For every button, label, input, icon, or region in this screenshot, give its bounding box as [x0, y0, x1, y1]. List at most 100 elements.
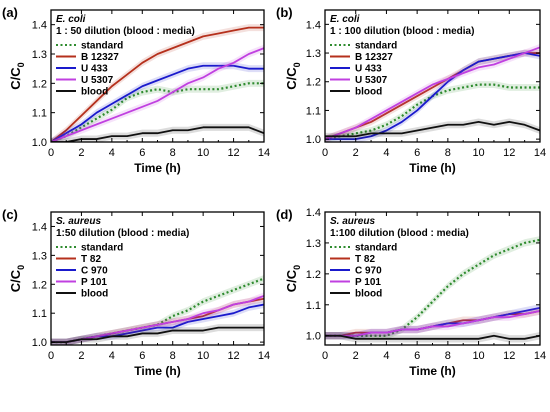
- x-tick-label: 14: [258, 147, 270, 159]
- x-tick-label: 2: [353, 350, 359, 362]
- y-axis-label-main: C/C: [8, 67, 23, 90]
- series-band-u-5307: [51, 44, 264, 142]
- panel-label: (d): [276, 207, 293, 222]
- y-tick-label: 1.1: [32, 308, 47, 320]
- series-line-u-433: [51, 64, 264, 142]
- y-tick-label: 1.4: [306, 207, 321, 219]
- legend-label: blood: [355, 289, 382, 300]
- y-tick-label: 1.1: [306, 300, 321, 312]
- panel-label: (b): [276, 5, 293, 20]
- organism-label: E. coli: [330, 14, 360, 25]
- legend-label: B 12327: [355, 52, 393, 63]
- y-tick-label: 1.0: [32, 337, 47, 349]
- y-tick-label: 1.1: [306, 105, 321, 117]
- legend-label: C 970: [355, 266, 382, 277]
- series-line-b-12327: [51, 26, 264, 142]
- legend-label: B 12327: [81, 52, 119, 63]
- x-tick-label: 8: [170, 147, 176, 159]
- y-tick-label: 1.4: [32, 221, 47, 233]
- series-band-standard: [51, 79, 264, 142]
- x-tick-label: 4: [383, 147, 389, 159]
- x-tick-label: 8: [445, 147, 451, 159]
- legend-label: U 433: [81, 64, 108, 75]
- y-tick-label: 1.3: [306, 48, 321, 60]
- y-tick-label: 1.3: [32, 49, 47, 61]
- series-line-blood: [325, 121, 540, 138]
- legend-label: standard: [355, 41, 397, 52]
- panel-c: (c) 0 2 4 6 8 10 12 14 1.0 1.1 1.2 1.3 1.4 Time (h) C/C…: [2, 207, 270, 378]
- series-band-c-970: [325, 304, 540, 340]
- condition-label: 1 : 100 dilution (blood : media): [330, 26, 474, 37]
- x-axis-label: Time (h): [134, 364, 180, 378]
- x-tick-label: 6: [414, 350, 420, 362]
- x-tick-label: 6: [414, 147, 420, 159]
- y-tick-label: 1.3: [306, 238, 321, 250]
- y-axis-label-main: C/C: [284, 269, 299, 292]
- y-tick-label: 1.1: [32, 108, 47, 120]
- series-band-standard: [51, 275, 264, 345]
- x-axis-label: Time (h): [409, 364, 455, 378]
- legend-label: standard: [81, 243, 123, 254]
- x-tick-label: 8: [170, 350, 176, 362]
- legend-label: U 5307: [355, 75, 388, 86]
- series-group: [325, 43, 540, 142]
- series-line-blood: [325, 334, 540, 340]
- x-tick-label: 12: [503, 350, 515, 362]
- y-axis-label-subscript: 0: [292, 265, 302, 270]
- x-tick-label: 14: [534, 147, 546, 159]
- x-tick-label: 12: [227, 350, 239, 362]
- x-axis-label: Time (h): [409, 161, 455, 175]
- series-group: [51, 275, 264, 345]
- legend-label: T 82: [355, 254, 375, 265]
- series-line-blood: [51, 126, 264, 142]
- y-tick-label: 1.0: [306, 134, 321, 146]
- legend-label: T 82: [81, 254, 101, 265]
- series-line-u-433: [325, 52, 540, 141]
- x-tick-label: 4: [109, 350, 115, 362]
- y-axis-label-main: C/C: [284, 67, 299, 90]
- x-tick-label: 4: [383, 350, 389, 362]
- y-tick-label: 1.3: [32, 250, 47, 262]
- series-band-b-12327: [325, 49, 540, 142]
- x-tick-label: 12: [503, 147, 515, 159]
- x-tick-label: 14: [534, 350, 546, 362]
- panel-b: (b) 0 2 4 6 8 10 12 14 1.0 1.1 1.2 1.3 1.4 Time (h) C/C…: [276, 5, 546, 175]
- y-axis-label-subscript: 0: [16, 62, 26, 67]
- x-tick-label: 4: [109, 147, 115, 159]
- condition-label: 1:50 dilution (blood : media): [56, 228, 189, 239]
- series-line-p-101: [325, 310, 540, 337]
- x-tick-label: 6: [139, 147, 145, 159]
- series-band-u-5307: [325, 43, 540, 142]
- x-tick-label: 10: [197, 350, 209, 362]
- organism-label: E. coli: [56, 14, 86, 25]
- series-band-p-101: [325, 307, 540, 340]
- y-axis-label: C/C0: [284, 265, 302, 292]
- series-band-blood: [325, 332, 540, 343]
- y-axis-label-subscript: 0: [292, 62, 302, 67]
- panel-a: (a) 0 2 4 6 8 10 12 14 1.0 1.1 1.2 1.3 1.4 Time (h) C/C…: [2, 5, 270, 175]
- y-tick-label: 1.2: [32, 78, 47, 90]
- x-tick-label: 2: [78, 350, 84, 362]
- y-tick-label: 1.2: [306, 269, 321, 281]
- series-line-standard: [325, 238, 540, 337]
- legend-label: blood: [81, 289, 108, 300]
- x-tick-label: 0: [48, 147, 54, 159]
- series-line-u-5307: [51, 47, 264, 142]
- x-tick-label: 8: [445, 350, 451, 362]
- legend-label: C 970: [81, 266, 108, 277]
- legend-label: standard: [81, 41, 123, 52]
- series-group: [51, 24, 264, 142]
- x-tick-label: 10: [197, 147, 209, 159]
- y-tick-label: 1.2: [306, 77, 321, 89]
- condition-label: 1:100 dilution (blood : media): [330, 228, 469, 239]
- y-tick-label: 1.4: [32, 20, 47, 32]
- x-tick-label: 0: [48, 350, 54, 362]
- y-axis-label-main: C/C: [8, 269, 23, 292]
- y-axis-label-subscript: 0: [16, 265, 26, 270]
- legend-label: U 5307: [81, 75, 114, 86]
